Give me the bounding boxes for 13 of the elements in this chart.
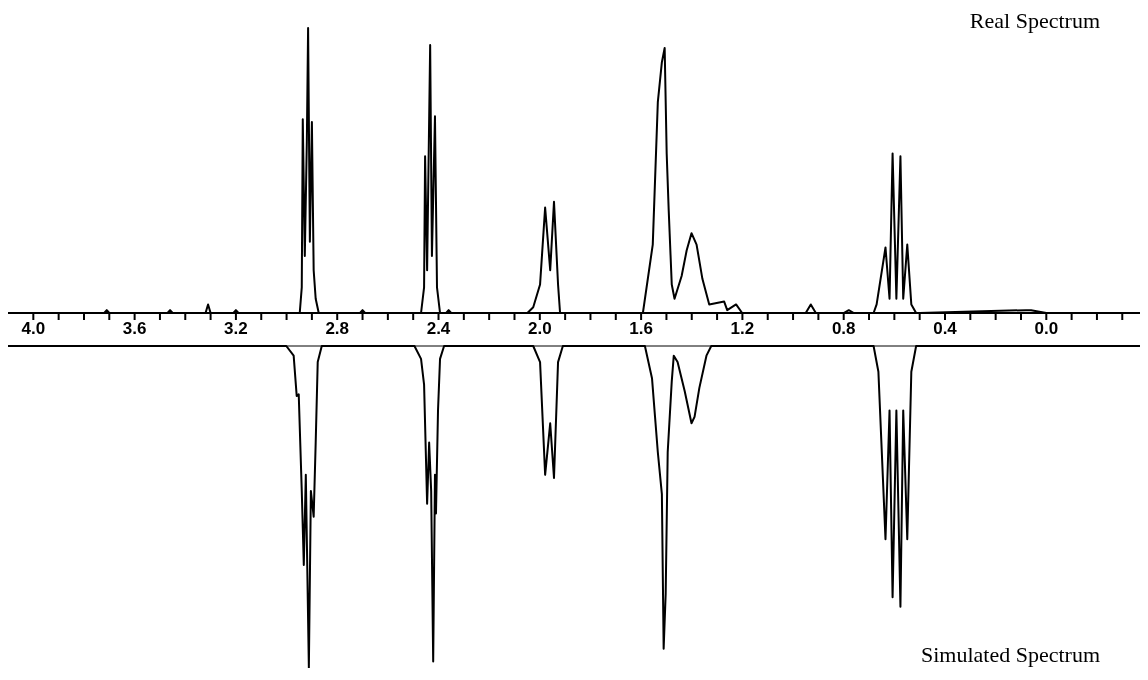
x-tick-label: 2.4 (426, 319, 451, 339)
x-tick-label: 1.6 (629, 319, 653, 339)
x-tick-label: 4.0 (21, 319, 46, 339)
x-tick-label: 2.0 (527, 319, 552, 339)
x-tick-label: 3.2 (224, 319, 248, 339)
x-tick-label: 0.4 (933, 319, 958, 339)
chart-title: Real Spectrum (969, 8, 1100, 34)
x-tick-label: 2.8 (325, 319, 350, 339)
x-tick-label: 0.0 (1034, 319, 1059, 339)
x-tick-label: 0.8 (831, 319, 856, 339)
x-tick-label: 1.2 (730, 319, 755, 339)
x-tick-label: 3.6 (122, 319, 147, 339)
text: Simulated Spectrum (920, 642, 1100, 668)
